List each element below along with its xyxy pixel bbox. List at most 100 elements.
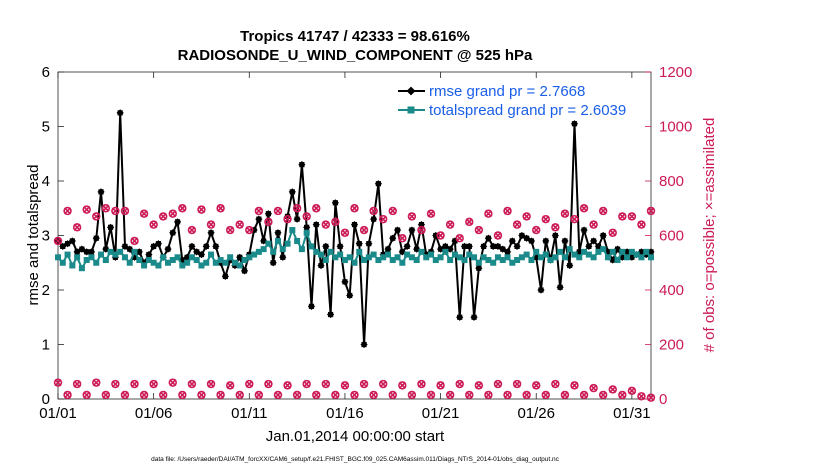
obs-assimilated-point: [417, 226, 426, 234]
obs-possible-point: [225, 225, 235, 235]
obs-possible-point: [130, 379, 139, 389]
y-tick-label-left: 3: [42, 228, 50, 245]
obs-possible-point: [273, 206, 283, 216]
rmse-point-core: [189, 243, 195, 249]
obs-assimilated-point: [274, 391, 282, 399]
rmse-point-core: [461, 243, 468, 249]
obs-assimilated-point: [427, 210, 435, 218]
obs-possible-point: [532, 225, 541, 235]
obs-assimilated-point: [130, 237, 139, 245]
obs-assimilated-point: [513, 380, 521, 388]
rmse-point-core: [332, 200, 338, 206]
totalspread-point: [480, 254, 487, 261]
rmse-point-core: [88, 249, 95, 255]
obs-assimilated-point: [590, 221, 598, 229]
rmse-point-core: [390, 235, 396, 241]
obs-possible-point: [455, 379, 464, 389]
obs-assimilated-point: [197, 206, 206, 214]
obs-assimilated-point: [54, 379, 62, 387]
obs-possible-point: [359, 225, 369, 235]
obs-possible-point: [331, 390, 340, 400]
obs-assimilated-point: [169, 210, 177, 218]
totalspread-point: [394, 254, 401, 261]
totalspread-point: [428, 251, 435, 258]
x-tick-label: 01/26: [517, 405, 555, 422]
totalspread-point: [98, 251, 105, 258]
rmse-point-core: [414, 246, 420, 252]
obs-possible-point: [206, 220, 216, 229]
rmse-point-core: [385, 246, 391, 252]
legend-label-totalspread: totalspread grand pr = 2.6039: [429, 102, 626, 119]
totalspread-point: [184, 259, 191, 266]
y-tick-label-right: 1200: [659, 64, 692, 81]
totalspread-point: [150, 259, 157, 266]
obs-assimilated-point: [102, 391, 110, 399]
obs-possible-point: [273, 390, 283, 400]
obs-assimilated-point: [456, 380, 464, 388]
obs-possible-point: [283, 381, 292, 390]
totalspread-point: [485, 257, 492, 264]
rmse-point-core: [136, 249, 142, 255]
obs-possible-point: [436, 381, 445, 390]
obs-possible-point: [216, 204, 225, 213]
totalspread-point: [361, 257, 368, 264]
obs-assimilated-point: [63, 391, 72, 399]
totalspread-point: [308, 243, 315, 250]
totalspread-point: [318, 251, 325, 258]
rmse-point-core: [256, 216, 262, 222]
rmse-point-core: [648, 249, 654, 255]
obs-assimilated-point: [197, 391, 206, 399]
totalspread-point: [255, 248, 262, 255]
obs-assimilated-point: [111, 380, 119, 388]
totalspread-point: [193, 257, 200, 264]
totalspread-point: [380, 254, 387, 261]
obs-possible-point: [512, 379, 522, 389]
totalspread-point: [179, 262, 186, 269]
obs-assimilated-point: [532, 226, 540, 234]
obs-possible-point: [168, 378, 177, 387]
rmse-point-core: [371, 216, 377, 222]
y-tick-label-right: 400: [659, 282, 684, 299]
obs-assimilated-point: [475, 226, 483, 234]
totalspread-point: [55, 254, 61, 261]
obs-possible-point: [264, 217, 273, 227]
obs-assimilated-point: [283, 215, 292, 223]
rmse-point-core: [610, 257, 616, 263]
obs-possible-point: [72, 223, 82, 232]
obs-assimilated-point: [408, 212, 416, 220]
obs-possible-point: [551, 223, 560, 232]
totalspread-point: [270, 248, 277, 255]
rmse-point-core: [127, 246, 133, 252]
obs-possible-point: [292, 204, 302, 213]
rmse-point-core: [174, 219, 181, 225]
obs-assimilated-point: [322, 380, 330, 388]
rmse-point-core: [280, 254, 286, 260]
totalspread-point: [188, 254, 195, 261]
obs-assimilated-point: [245, 226, 253, 234]
obs-assimilated-point: [322, 221, 330, 229]
rmse-point-core: [500, 246, 506, 252]
obs-assimilated-point: [207, 221, 215, 229]
totalspread-point: [274, 237, 281, 244]
totalspread-point: [174, 254, 181, 261]
obs-possible-point: [637, 220, 646, 229]
obs-possible-point: [235, 220, 244, 229]
rmse-point-core: [394, 227, 401, 233]
obs-possible-point: [474, 381, 484, 390]
rmse-point-core: [528, 238, 535, 244]
obs-assimilated-point: [609, 229, 617, 237]
obs-possible-point: [522, 390, 531, 400]
obs-possible-point: [570, 214, 579, 224]
totalspread-point: [399, 259, 406, 266]
obs-assimilated-point: [484, 391, 492, 399]
rmse-point-core: [567, 262, 573, 269]
totalspread-point: [389, 257, 396, 264]
rmse-point-core: [342, 279, 348, 285]
rmse-point-core: [213, 243, 219, 249]
rmse-point-core: [208, 230, 214, 236]
obs-possible-point: [245, 379, 254, 389]
obs-assimilated-point: [389, 391, 397, 399]
obs-assimilated-point: [207, 380, 215, 388]
obs-assimilated-point: [513, 221, 521, 229]
obs-assimilated-point: [494, 380, 502, 388]
